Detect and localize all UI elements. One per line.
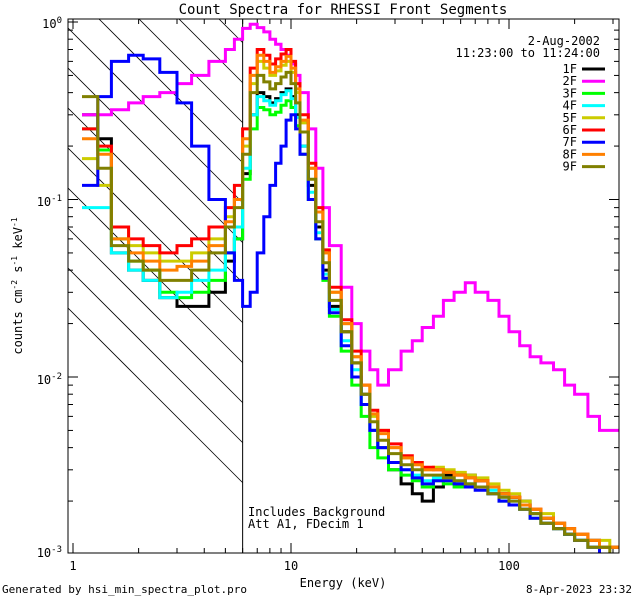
- legend-label-5F: 5F: [563, 111, 577, 125]
- legend-label-8F: 8F: [563, 147, 577, 161]
- legend-label-2F: 2F: [563, 74, 577, 88]
- footer-generated-by: Generated by hsi_min_spectra_plot.pro: [2, 583, 248, 596]
- y-tick-label-0.01: 10-2: [37, 372, 62, 387]
- footer-timestamp: 8-Apr-2023 23:32: [526, 583, 632, 596]
- hatch-line: [68, 307, 243, 483]
- plot-frame: [67, 18, 620, 554]
- annotation-background: Includes Background: [248, 505, 385, 519]
- series-line-9F: [82, 70, 619, 553]
- hatch-line: [68, 67, 243, 243]
- hatch-line: [68, 147, 243, 323]
- legend-label-3F: 3F: [563, 86, 577, 100]
- y-tick-label-1: 100: [42, 16, 62, 31]
- annotation-attenuator: Att A1, FDecim 1: [248, 517, 364, 531]
- series-line-8F: [82, 53, 619, 549]
- hatch-line: [138, 19, 243, 123]
- hatched-region: [68, 19, 243, 483]
- hatch-line: [68, 267, 243, 443]
- x-axis-label: Energy (keV): [300, 576, 387, 590]
- hatch-line: [68, 187, 243, 363]
- hatch-line: [68, 107, 243, 283]
- hatch-line: [178, 19, 243, 83]
- hatch-line: [98, 19, 243, 163]
- y-tick-label-0.1: 10-1: [37, 194, 62, 209]
- legend-label-6F: 6F: [563, 123, 577, 137]
- date-label: 2-Aug-2002: [528, 34, 600, 48]
- legend-label-9F: 9F: [563, 160, 577, 174]
- hatch-line: [68, 27, 243, 203]
- legend-label-7F: 7F: [563, 135, 577, 149]
- series-line-2F: [82, 22, 619, 432]
- y-tick-label-0.001: 10-3: [37, 545, 62, 560]
- series-group: [82, 22, 619, 553]
- x-tick-label-100: 100: [498, 559, 520, 573]
- legend-label-1F: 1F: [563, 62, 577, 76]
- chart-title: Count Spectra for RHESSI Front Segments: [179, 2, 508, 18]
- x-tick-label-10: 10: [284, 559, 298, 573]
- x-tick-label-1: 1: [69, 559, 76, 573]
- hatch-line: [68, 227, 243, 403]
- y-axis-label: counts cm-2 s-1 keV-1: [10, 217, 25, 354]
- minor-ticks: [68, 19, 619, 553]
- legend-label-4F: 4F: [563, 99, 577, 113]
- time-range-label: 11:23:00 to 11:24:00: [456, 46, 601, 60]
